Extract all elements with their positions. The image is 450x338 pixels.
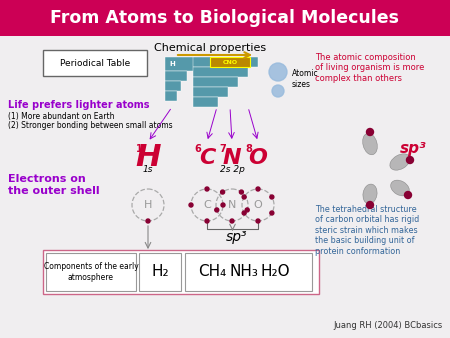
Circle shape (270, 195, 274, 199)
Circle shape (269, 63, 287, 81)
Text: (1) More abundant on Earth: (1) More abundant on Earth (8, 112, 114, 121)
Text: H: H (135, 144, 161, 172)
Text: CNO: CNO (222, 59, 238, 65)
Text: Atomic
sizes: Atomic sizes (292, 69, 319, 89)
Bar (165, 71, 187, 81)
Text: N: N (223, 148, 241, 168)
Circle shape (406, 156, 414, 164)
Text: NH₃: NH₃ (230, 265, 258, 280)
Ellipse shape (363, 184, 377, 204)
Text: Life prefers lighter atoms: Life prefers lighter atoms (8, 100, 149, 110)
Text: H: H (144, 200, 152, 210)
Text: (2) Stronger bonding between small atoms: (2) Stronger bonding between small atoms (8, 121, 173, 130)
Text: 8: 8 (246, 144, 252, 154)
Bar (165, 91, 177, 101)
Text: Juang RH (2004) BCbasics: Juang RH (2004) BCbasics (334, 321, 443, 330)
Text: Electrons on
the outer shell: Electrons on the outer shell (8, 174, 99, 196)
Circle shape (242, 211, 246, 215)
Bar (193, 57, 258, 67)
Bar (165, 81, 181, 91)
Text: Periodical Table: Periodical Table (60, 58, 130, 68)
FancyBboxPatch shape (139, 253, 181, 291)
Text: Chemical properties: Chemical properties (154, 43, 266, 53)
Circle shape (230, 219, 234, 223)
Circle shape (405, 192, 411, 198)
Text: N: N (228, 200, 236, 210)
Circle shape (245, 208, 249, 212)
Bar (193, 67, 248, 77)
Text: 6: 6 (194, 144, 202, 154)
Text: 1s: 1s (143, 166, 153, 174)
Bar (193, 87, 228, 97)
Circle shape (270, 211, 274, 215)
Bar (165, 57, 195, 71)
Circle shape (146, 219, 150, 223)
Ellipse shape (363, 133, 378, 155)
Text: 7: 7 (220, 144, 226, 154)
Ellipse shape (390, 154, 410, 170)
FancyBboxPatch shape (43, 250, 319, 294)
Text: CH₄: CH₄ (198, 265, 226, 280)
Text: The atomic composition
of living organism is more
complex than others: The atomic composition of living organis… (315, 53, 424, 83)
FancyBboxPatch shape (43, 50, 147, 76)
Text: H₂: H₂ (151, 265, 169, 280)
Text: C: C (199, 148, 215, 168)
Text: Components of the early
atmosphere: Components of the early atmosphere (44, 262, 139, 282)
Circle shape (205, 219, 209, 223)
Circle shape (366, 201, 373, 209)
Circle shape (272, 85, 284, 97)
Bar (193, 97, 218, 107)
Circle shape (220, 190, 225, 194)
Text: O: O (248, 148, 267, 168)
FancyBboxPatch shape (185, 253, 312, 291)
Circle shape (205, 187, 209, 191)
Circle shape (215, 208, 219, 212)
Circle shape (189, 203, 193, 207)
Circle shape (366, 128, 373, 136)
Text: The tetrahedral structure
of carbon orbital has rigid
steric strain which makes
: The tetrahedral structure of carbon orbi… (315, 205, 419, 256)
Circle shape (239, 190, 243, 194)
Bar (193, 77, 238, 87)
Text: H₂O: H₂O (260, 265, 290, 280)
Text: O: O (254, 200, 262, 210)
Circle shape (256, 187, 260, 191)
Bar (210, 57, 250, 67)
Text: sp³: sp³ (226, 230, 248, 244)
FancyBboxPatch shape (46, 253, 136, 291)
Ellipse shape (391, 180, 410, 196)
Text: C: C (203, 200, 211, 210)
Circle shape (256, 219, 260, 223)
Bar (0, 0, 450, 36)
Text: 2s 2p: 2s 2p (220, 166, 244, 174)
Text: H: H (169, 61, 175, 67)
Text: From Atoms to Biological Molecules: From Atoms to Biological Molecules (50, 9, 400, 27)
Text: 1: 1 (135, 144, 142, 154)
Text: sp³: sp³ (400, 141, 427, 155)
Circle shape (242, 195, 246, 199)
Circle shape (221, 203, 225, 207)
